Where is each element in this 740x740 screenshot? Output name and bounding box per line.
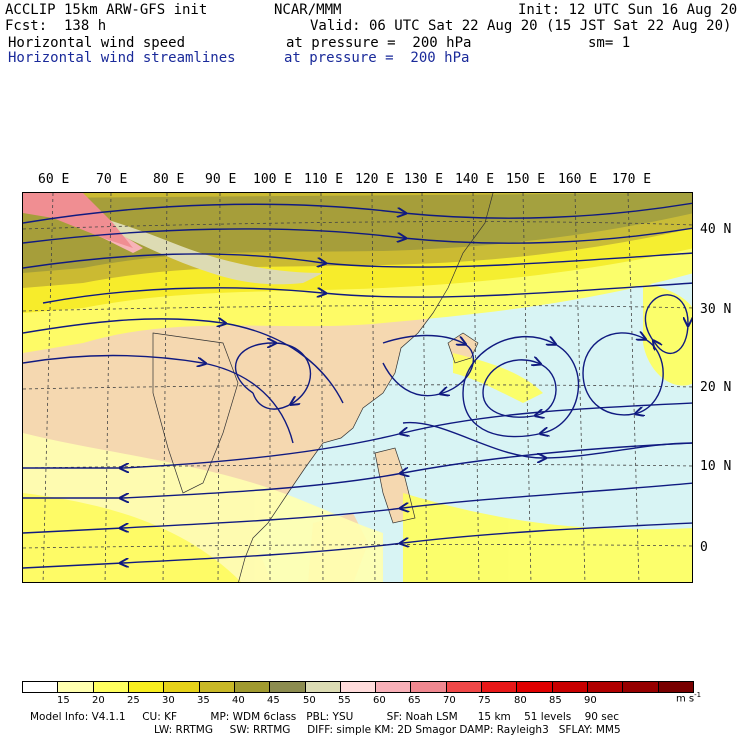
streamline — [402, 421, 692, 458]
colorbar-cell — [658, 682, 693, 692]
lon-label: 130 E — [404, 172, 444, 187]
colorbar-cell — [93, 682, 129, 692]
streamline — [23, 402, 692, 468]
streamline — [582, 333, 664, 415]
colorbar-tick: 80 — [514, 695, 527, 706]
colorbar-cell — [446, 682, 483, 692]
colorbar-tick: 35 — [197, 695, 210, 706]
colorbar-cell — [482, 682, 518, 692]
colorbar-tick: 40 — [232, 695, 245, 706]
field1-level: at pressure = 200 hPa — [286, 35, 472, 51]
lon-label: 140 E — [455, 172, 495, 187]
streamline — [382, 334, 474, 396]
colorbar-cell — [623, 682, 659, 692]
colorbar-cell — [199, 682, 235, 692]
streamline — [23, 522, 692, 569]
streamline — [23, 202, 692, 224]
colorbar-tick: 85 — [549, 695, 562, 706]
colorbar-cell — [588, 682, 624, 692]
colorbar-cell — [270, 682, 306, 692]
colorbar-tick: 20 — [92, 695, 105, 706]
colorbar-cell — [376, 682, 412, 692]
colorbar-cell — [58, 682, 94, 692]
forecast-hour: Fcst: 138 h — [5, 18, 107, 34]
streamline — [23, 482, 692, 534]
valid-time: Valid: 06 UTC Sat 22 Aug 20 (15 JST Sat … — [310, 18, 732, 34]
field2-level: at pressure = 200 hPa — [284, 50, 470, 66]
colorbar-cell — [411, 682, 447, 692]
colorbar-cell — [517, 682, 553, 692]
lon-label: 110 E — [304, 172, 344, 187]
streamline — [644, 294, 688, 355]
colorbar-tick: 45 — [267, 695, 280, 706]
colorbar-cell — [23, 682, 59, 692]
lat-label: 30 N — [700, 302, 732, 317]
lat-label: 20 N — [700, 380, 732, 395]
lon-label: 90 E — [205, 172, 237, 187]
lat-label: 40 N — [700, 222, 732, 237]
colorbar-cell — [305, 682, 341, 692]
streamline — [23, 252, 692, 269]
model-title: ACCLIP 15km ARW-GFS init — [5, 2, 208, 18]
colorbar-cell — [128, 682, 165, 692]
colorbar-cell — [552, 682, 588, 692]
colorbar-tick: 75 — [478, 695, 491, 706]
model-info-line1: Model Info: V4.1.1 CU: KF MP: WDM 6class… — [30, 711, 619, 723]
lon-label: 100 E — [253, 172, 293, 187]
colorbar-cell — [164, 682, 200, 692]
wind-map — [22, 192, 693, 583]
colorbar-tick: 65 — [408, 695, 421, 706]
streamline — [23, 442, 692, 498]
colorbar-tick: 55 — [338, 695, 351, 706]
streamline — [482, 360, 557, 417]
lon-label: 70 E — [96, 172, 128, 187]
lat-label: 0 — [700, 540, 708, 555]
lon-label: 60 E — [38, 172, 70, 187]
colorbar-units: m s-1 — [676, 691, 702, 705]
field2-name: Horizontal wind streamlines — [8, 50, 236, 66]
colorbar-tick: 70 — [443, 695, 456, 706]
colorbar-tick: 90 — [584, 695, 597, 706]
colorbar-tick: 30 — [162, 695, 175, 706]
streamline — [23, 354, 294, 444]
smoothing-label: sm= 1 — [588, 35, 631, 51]
wind-speed-shading — [23, 193, 692, 582]
streamline — [23, 227, 692, 244]
colorbar-tick: 25 — [127, 695, 140, 706]
lon-label: 160 E — [558, 172, 598, 187]
colorbar-tick: 50 — [303, 695, 316, 706]
organization-label: NCAR/MMM — [274, 2, 342, 18]
wind-streamlines — [23, 202, 692, 569]
field1-name: Horizontal wind speed — [8, 35, 186, 51]
streamline — [234, 343, 312, 410]
lon-label: 150 E — [506, 172, 546, 187]
lon-label: 170 E — [612, 172, 652, 187]
lon-label: 120 E — [355, 172, 395, 187]
wind-speed-colorbar — [22, 681, 694, 693]
lat-label: 10 N — [700, 459, 732, 474]
colorbar-cell — [234, 682, 271, 692]
colorbar-cell — [340, 682, 377, 692]
streamline — [23, 319, 344, 404]
streamline — [462, 337, 580, 438]
colorbar-tick: 15 — [57, 695, 70, 706]
model-info-line2: LW: RRTMG SW: RRTMG DIFF: simple KM: 2D … — [154, 724, 621, 736]
colorbar-tick: 60 — [373, 695, 386, 706]
lon-label: 80 E — [153, 172, 185, 187]
init-time: Init: 12 UTC Sun 16 Aug 20 — [518, 2, 738, 18]
streamline — [42, 282, 692, 304]
